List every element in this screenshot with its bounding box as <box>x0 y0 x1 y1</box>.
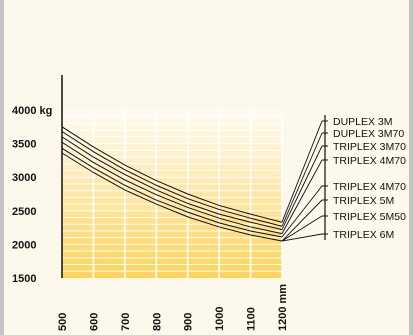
legend-label: DUPLEX 3M70 <box>333 128 404 140</box>
y-tick-labels: 1500 2000 2500 3000 3500 4000 kg <box>12 105 52 285</box>
legend-label: TRIPLEX 5M50 <box>333 211 406 223</box>
y-tick-label: 2000 <box>12 239 36 251</box>
y-tick-label: 3000 <box>12 172 36 184</box>
legend-leader-line <box>281 233 323 242</box>
plot-fill <box>62 110 282 278</box>
legend-leader-line <box>281 145 323 230</box>
x-tick-labels: 500 600 700 800 900 1000 1100 1200 mm <box>57 284 289 331</box>
legend-leader-line <box>281 132 323 227</box>
legend-label: TRIPLEX 4M70 <box>333 181 406 193</box>
x-tick-label: 900 <box>183 313 195 331</box>
x-tick-label: 600 <box>88 313 100 331</box>
y-tick-label: 1500 <box>12 273 36 285</box>
series-line-2 <box>61 131 283 227</box>
series-line-4 <box>61 141 283 235</box>
legend-leader-line <box>281 159 323 234</box>
series-line-6 <box>61 152 283 242</box>
legend-label: TRIPLEX 3M70 <box>333 141 406 153</box>
legend-label: TRIPLEX 4M70 <box>333 155 406 167</box>
legend-label: DUPLEX 3M <box>333 116 393 128</box>
legend-leader-line <box>281 199 323 242</box>
y-tick-label: 2500 <box>12 206 36 218</box>
x-tick-label: 500 <box>57 313 69 331</box>
curves <box>61 126 283 242</box>
legend-leader-line <box>281 215 323 242</box>
legend-leader-line <box>281 185 323 238</box>
series-line-5 <box>61 147 283 238</box>
series-line-1 <box>61 126 283 223</box>
legend-label: TRIPLEX 5M <box>333 195 394 207</box>
legend-label: TRIPLEX 6M <box>333 229 394 241</box>
x-tick-label: 1200 mm <box>277 284 289 331</box>
plot-area <box>62 110 283 278</box>
legend-leader-line <box>281 120 323 223</box>
y-tick-label: 4000 kg <box>12 105 52 117</box>
series-line-3 <box>61 136 283 231</box>
x-tick-label: 1100 <box>246 307 258 331</box>
x-tick-label: 1000 <box>214 307 226 331</box>
y-tick-label: 3500 <box>12 139 36 151</box>
x-tick-label: 800 <box>151 313 163 331</box>
x-tick-label: 700 <box>120 313 132 331</box>
